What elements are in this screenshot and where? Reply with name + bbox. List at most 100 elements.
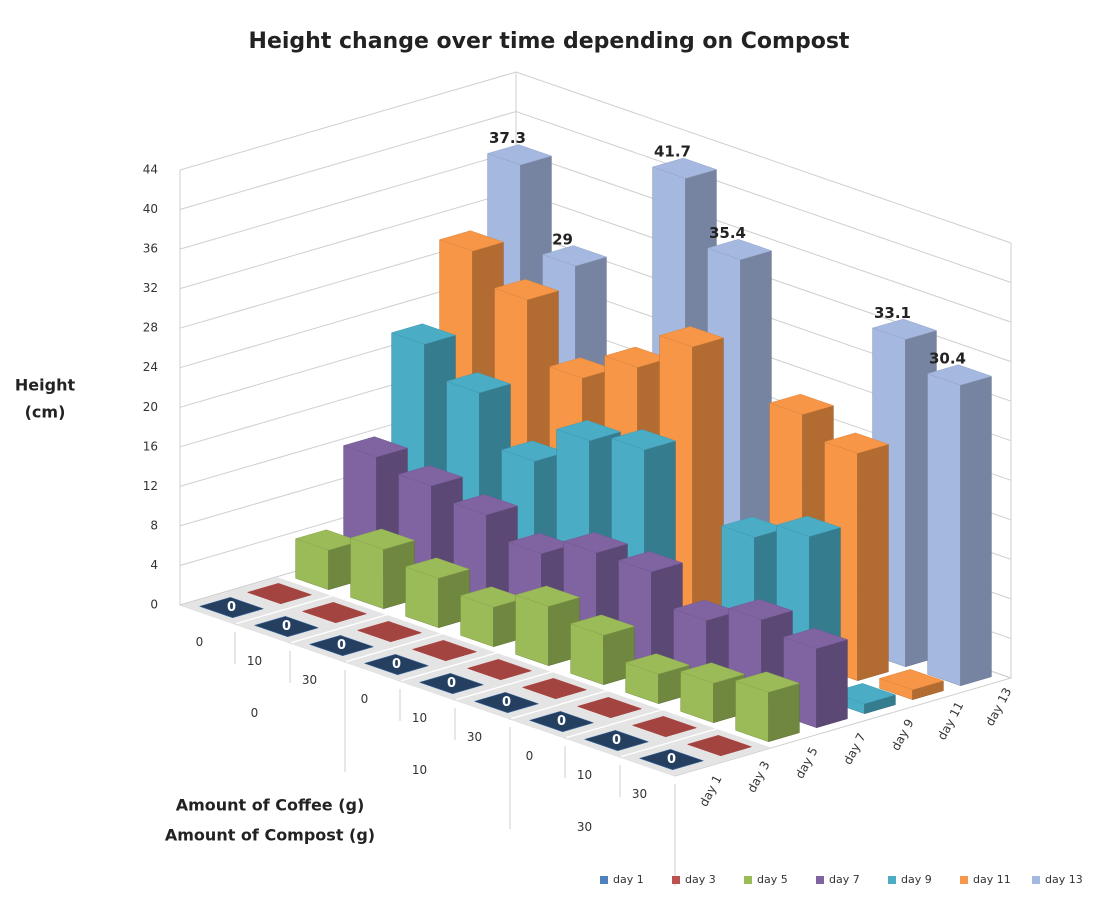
y-tick-label: 24 [143, 360, 158, 374]
legend-label: day 9 [901, 873, 932, 886]
bar-top [411, 640, 478, 661]
bar-top [308, 635, 375, 656]
data-label: 37.3 [489, 129, 526, 147]
legend-label: day 3 [685, 873, 716, 886]
legend-swatch [600, 876, 608, 884]
bar [338, 615, 441, 648]
bar-side [692, 337, 724, 625]
data-label: 33.1 [874, 304, 911, 322]
legend-swatch [888, 876, 896, 884]
bar-top [610, 429, 677, 451]
bar-top [658, 326, 725, 348]
data-label: 0 [227, 600, 236, 615]
bar-top [514, 585, 581, 607]
x-tick-label: 0 [361, 692, 369, 706]
bar-side [960, 375, 992, 687]
y-tick-label: 16 [143, 439, 158, 453]
bar [926, 364, 993, 687]
series-label: day 7 [841, 731, 869, 767]
data-label: 0 [392, 657, 401, 672]
bar [734, 671, 801, 743]
bar [180, 591, 283, 624]
y-axis-title: (cm) [25, 403, 66, 422]
bar-top [301, 602, 368, 623]
bar-top [486, 144, 553, 166]
bar [228, 577, 331, 610]
bar [514, 585, 581, 667]
bar [400, 667, 503, 700]
bar-top [638, 749, 705, 770]
bar-top [576, 697, 643, 718]
group-label: 10 [412, 763, 427, 777]
bar-top [631, 716, 698, 737]
data-label: 29 [552, 230, 573, 248]
y-tick-label: 4 [150, 558, 158, 572]
bar-top [679, 662, 746, 684]
bar [235, 610, 338, 643]
bar-top [452, 494, 519, 516]
data-label: 35.4 [709, 224, 746, 242]
legend-label: day 5 [757, 873, 788, 886]
bar-top [246, 583, 313, 604]
bar [620, 743, 723, 776]
data-label: 0 [502, 695, 511, 710]
x-tick-label: 30 [302, 673, 317, 687]
bar [503, 672, 606, 705]
legend-label: day 7 [829, 873, 860, 886]
bar-top [562, 532, 629, 554]
legend-label: day 13 [1045, 873, 1083, 886]
bar-front [515, 594, 549, 667]
bar-top [734, 671, 801, 693]
y-tick-label: 8 [150, 518, 158, 532]
bar-top [521, 678, 588, 699]
bar [393, 634, 496, 667]
data-label: 30.4 [929, 349, 966, 367]
bar-top [624, 653, 691, 675]
data-label: 0 [447, 676, 456, 691]
y-tick-label: 40 [143, 202, 158, 216]
bar [679, 662, 746, 724]
y-tick-label: 36 [143, 242, 158, 256]
series-label: day 5 [793, 745, 821, 781]
bar [823, 432, 890, 682]
x-tick-label: 0 [526, 749, 534, 763]
bar [878, 669, 945, 701]
x-tick-label: 10 [412, 711, 427, 725]
bar-top [356, 621, 423, 642]
bar-top [390, 323, 457, 345]
chart-title: Height change over time depending on Com… [249, 29, 850, 54]
legend-label: day 1 [613, 873, 644, 886]
bar [448, 653, 551, 686]
bar-top [775, 515, 842, 537]
x-tick-label: 0 [196, 635, 204, 649]
bar-top [583, 730, 650, 751]
bar [558, 691, 661, 724]
data-label: 0 [612, 733, 621, 748]
bar-top [555, 420, 622, 441]
bar-side [857, 443, 889, 682]
bar-top [878, 669, 945, 691]
bar-top [349, 528, 416, 550]
y-tick-label: 32 [143, 281, 158, 295]
bar-top [651, 157, 718, 179]
y-axis-title: Height [15, 376, 76, 395]
bar [349, 528, 416, 610]
y-tick-label: 44 [143, 163, 158, 177]
bar-top [926, 364, 993, 386]
x-tick-label: 30 [632, 787, 647, 801]
data-label: 0 [557, 714, 566, 729]
bar-top [438, 230, 505, 252]
bar [668, 729, 771, 762]
data-label: 41.7 [654, 143, 691, 161]
bar [345, 648, 448, 681]
legend-swatch [1032, 876, 1040, 884]
grid-line [179, 71, 1012, 244]
legend-swatch [816, 876, 824, 884]
data-label: 0 [667, 752, 676, 767]
bar-top [363, 654, 430, 675]
bar [294, 529, 361, 591]
bar-top [404, 557, 471, 579]
bar-top [871, 318, 938, 340]
x-tick-label: 30 [467, 730, 482, 744]
